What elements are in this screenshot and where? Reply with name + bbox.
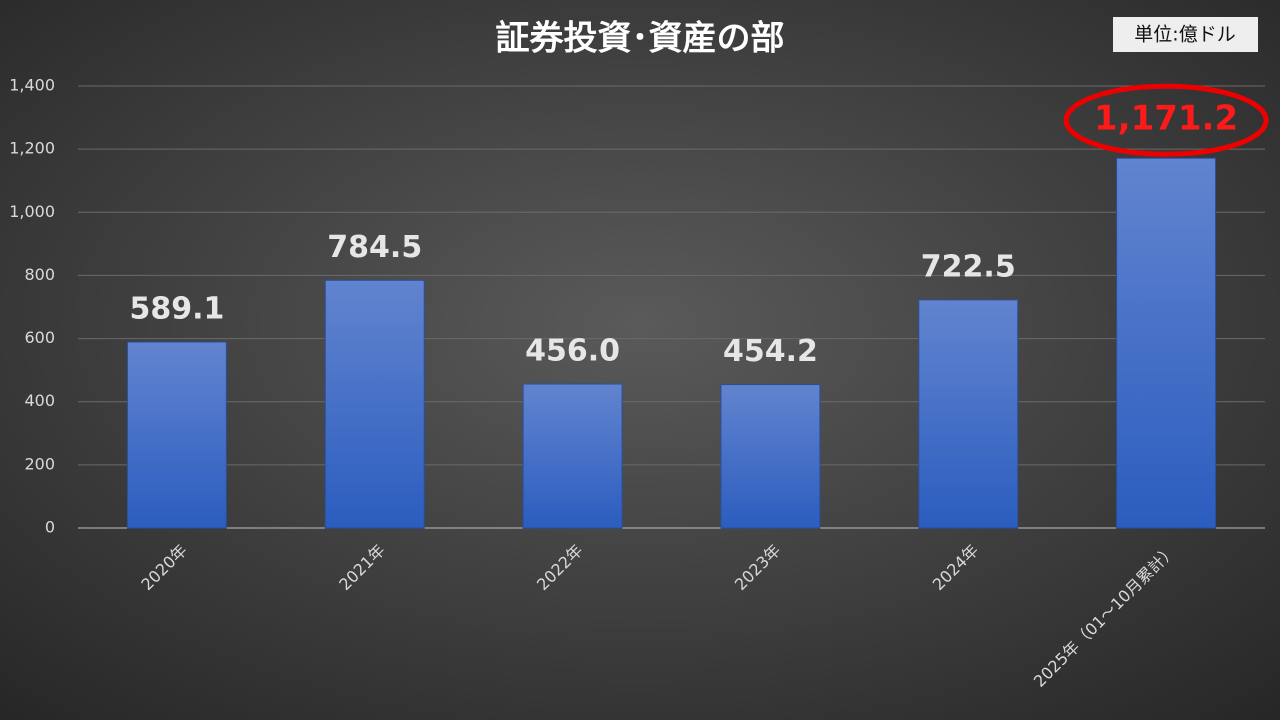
value-label: 589.1 (129, 292, 224, 327)
chart-title: 証券投資･資産の部 (496, 19, 785, 59)
value-label: 454.2 (723, 334, 818, 369)
bar (720, 384, 821, 529)
value-label: 722.5 (921, 249, 1016, 284)
y-tick-label: 800 (24, 265, 55, 284)
bar (126, 341, 227, 529)
y-tick-label: 1,400 (9, 76, 55, 95)
y-tick-label: 200 (24, 454, 55, 473)
value-label: 456.0 (525, 334, 620, 369)
value-label: 1,171.2 (1094, 99, 1238, 139)
unit-box (1113, 17, 1258, 52)
highlight-ellipse (1063, 83, 1269, 157)
y-tick-label: 400 (24, 391, 55, 410)
y-tick-label: 1,000 (9, 202, 55, 221)
bar (918, 299, 1019, 529)
y-tick-label: 0 (45, 518, 55, 537)
value-label: 784.5 (327, 230, 422, 265)
bar (324, 279, 425, 529)
y-tick-label: 1,200 (9, 139, 55, 158)
y-tick-label: 600 (24, 328, 55, 347)
unit-label: 単位:億ドル (1134, 24, 1235, 46)
bar (522, 383, 623, 529)
bar (1116, 157, 1217, 529)
